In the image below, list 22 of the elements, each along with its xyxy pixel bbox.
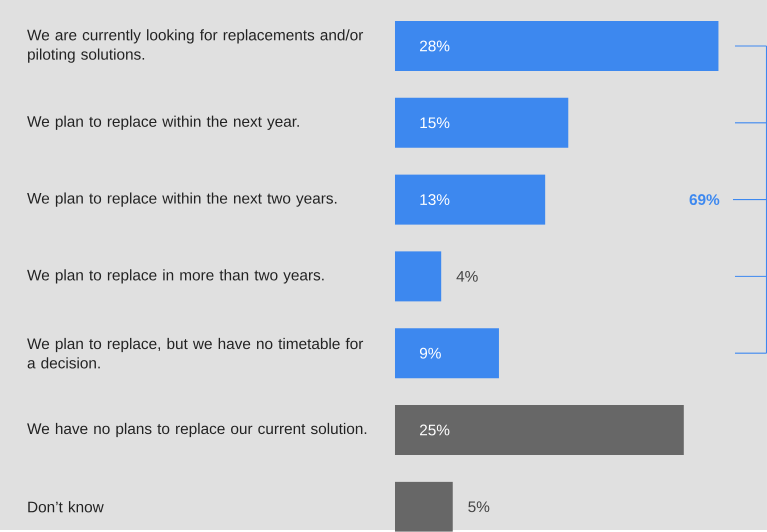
- data-label: 28%: [420, 40, 450, 52]
- data-label: 13%: [420, 194, 450, 206]
- data-label: 5%: [468, 502, 490, 512]
- y-tick-label: We plan to replace, but we have no timetable for a decision.: [27, 338, 364, 369]
- y-tick-label: We have no plans to replace our current solution.: [27, 422, 366, 438]
- y-tick-label: We plan to replace within the next year.: [27, 116, 299, 130]
- bar: [394, 252, 442, 302]
- data-label: 4%: [456, 271, 478, 282]
- bar: [394, 482, 453, 532]
- data-label: 25%: [420, 424, 450, 436]
- bar: [394, 21, 718, 72]
- annotation: 69%: [690, 194, 720, 206]
- y-tick-label: Don’t know: [28, 501, 104, 513]
- y-tick-label: We plan to replace in more than two years.: [27, 269, 324, 284]
- y-tick-label: We plan to replace within the next two years.: [27, 192, 336, 207]
- bar: [394, 98, 568, 148]
- data-label: 15%: [420, 118, 450, 128]
- bar: [394, 405, 684, 456]
- bar: [394, 174, 546, 225]
- bar: [394, 328, 499, 378]
- y-tick-label: We are currently looking for replacements and/or piloting solutions.: [27, 29, 364, 63]
- data-label: 9%: [420, 348, 441, 359]
